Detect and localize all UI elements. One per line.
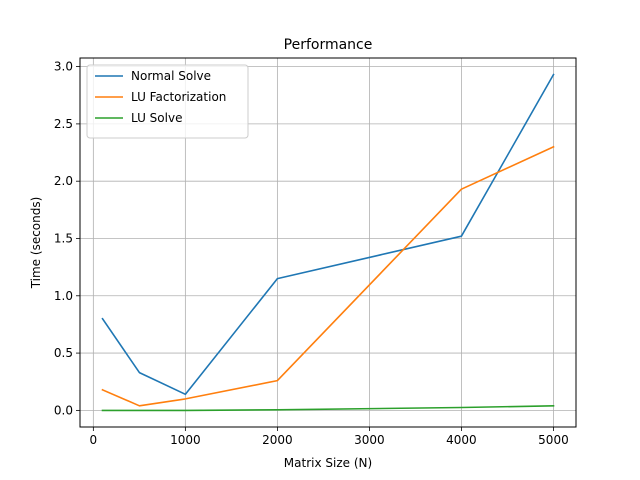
legend-box: [86, 64, 249, 139]
y-tick-label: 3.0: [54, 60, 73, 74]
legend-label: LU Factorization: [131, 90, 226, 104]
series-lines: [101, 73, 555, 412]
legend-label: Normal Solve: [131, 69, 211, 83]
y-tick-label: 1.0: [54, 289, 73, 303]
plot-frame: [79, 57, 577, 428]
series-line-lu-factorization: [101, 145, 555, 407]
y-axis-label: Time (seconds): [29, 197, 43, 290]
x-tick-label: 5000: [538, 433, 569, 447]
y-tick-label: 1.5: [54, 231, 73, 245]
x-axis-label: Matrix Size (N): [284, 456, 372, 470]
series-line-normal-solve: [101, 73, 555, 396]
chart-title: Performance: [284, 37, 373, 53]
legend-label: LU Solve: [131, 111, 182, 125]
y-tick-label: 0.5: [54, 346, 73, 360]
series-line-lu-solve: [101, 404, 555, 412]
axis-ticks: 0 1000 2000 3000 4000 5000 0.0 0.5 1.0 1.5 2.0 2.5 3…: [54, 60, 569, 447]
y-tick-label: 0.0: [54, 403, 73, 417]
x-tick-label: 0: [90, 433, 98, 447]
x-tick-label: 4000: [446, 433, 477, 447]
legend: Normal Solve LU Factorization LU Solve: [86, 64, 249, 139]
x-tick-label: 1000: [170, 433, 201, 447]
x-tick-label: 2000: [262, 433, 293, 447]
x-tick-label: 3000: [354, 433, 385, 447]
y-tick-label: 2.0: [54, 174, 73, 188]
y-tick-label: 2.5: [54, 117, 73, 131]
